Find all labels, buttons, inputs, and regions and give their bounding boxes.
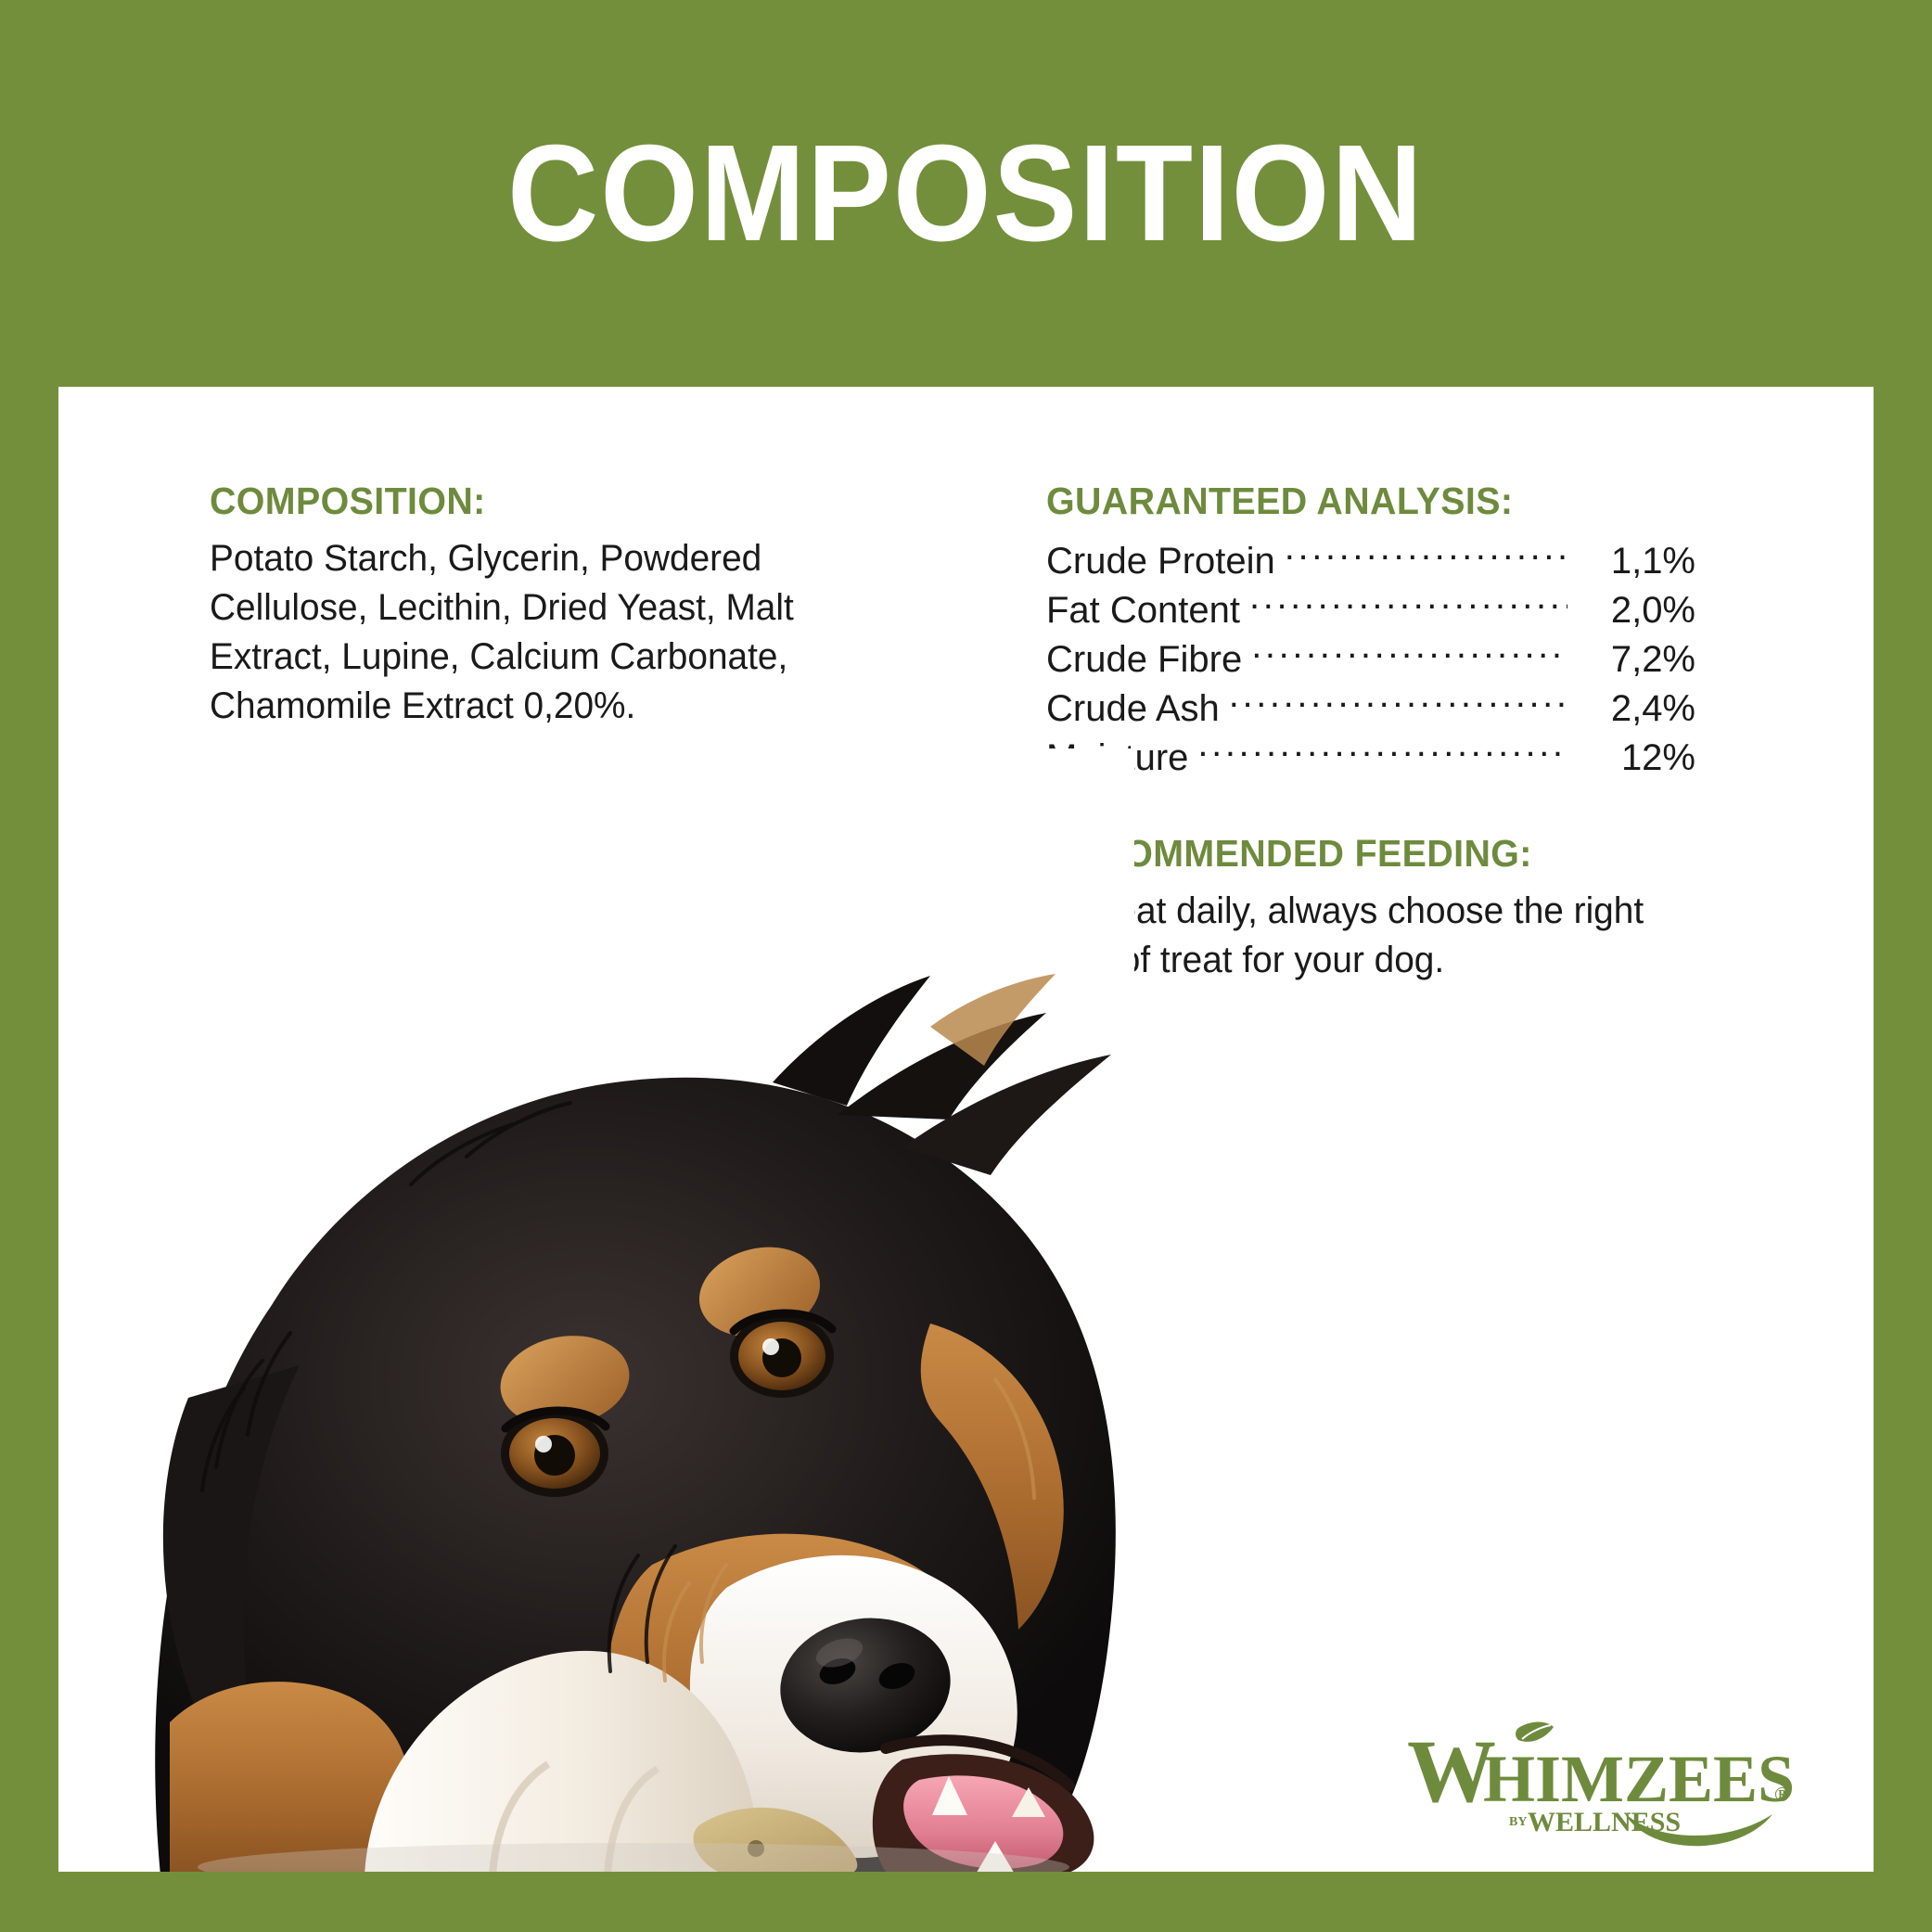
svg-text:WELLNESS: WELLNESS [1528, 1807, 1681, 1837]
recommended-feeding-heading: RECOMMENDED FEEDING: [1046, 832, 1532, 876]
analysis-value: 1,1% [1610, 541, 1695, 582]
analysis-label: Crude Protein [1046, 541, 1275, 582]
svg-text:W: W [1407, 1721, 1495, 1821]
dot-leader [1229, 684, 1567, 721]
svg-text:HIMZEES: HIMZEES [1483, 1742, 1795, 1816]
dot-leader [1285, 536, 1567, 573]
dot-leader [1197, 733, 1567, 770]
composition-heading: COMPOSITION: [210, 480, 486, 522]
analysis-label: Crude Ash [1046, 688, 1220, 730]
analysis-row: Crude Fibre 7,2% [1046, 634, 1695, 684]
page-title: COMPOSITION [507, 116, 1425, 270]
analysis-row: Fat Content 2,0% [1046, 585, 1695, 634]
composition-column: COMPOSITION: Potato Starch, Glycerin, Po… [210, 480, 822, 730]
analysis-value: 2,0% [1610, 590, 1695, 632]
dot-leader [1249, 585, 1567, 622]
guaranteed-analysis-heading: GUARANTEED ANALYSIS: [1046, 480, 1514, 522]
svg-text:®: ® [1774, 1783, 1789, 1806]
recommended-feeding-body-text: 1x treat daily, always choose the right … [1046, 890, 1644, 981]
analysis-label: Fat Content [1046, 590, 1241, 632]
composition-body-text: Potato Starch, Glycerin, Powdered Cellul… [210, 538, 794, 726]
analysis-column: GUARANTEED ANALYSIS: Crude Protein 1,1% … [1046, 480, 1695, 985]
analysis-value: 2,4% [1610, 688, 1695, 730]
analysis-value: 7,2% [1610, 639, 1695, 681]
analysis-row: Crude Protein 1,1% [1046, 536, 1695, 585]
analysis-row: Moisture 12% [1046, 733, 1695, 782]
guaranteed-analysis-list: Crude Protein 1,1% Fat Content 2,0% Crud… [1046, 536, 1695, 782]
content-card: COMPOSITION: Potato Starch, Glycerin, Po… [58, 387, 1874, 1872]
dot-leader [1251, 634, 1567, 672]
analysis-value: 12% [1620, 737, 1695, 779]
title-banner: COMPOSITION [0, 0, 1932, 387]
analysis-label: Crude Fibre [1046, 639, 1243, 681]
analysis-row: Crude Ash 2,4% [1046, 684, 1695, 733]
dog-chewing-treat-photo [133, 748, 1134, 1872]
svg-text:BY: BY [1509, 1815, 1527, 1829]
whimzees-logo: W HIMZEES ® BY WELLNESS [1405, 1712, 1813, 1851]
